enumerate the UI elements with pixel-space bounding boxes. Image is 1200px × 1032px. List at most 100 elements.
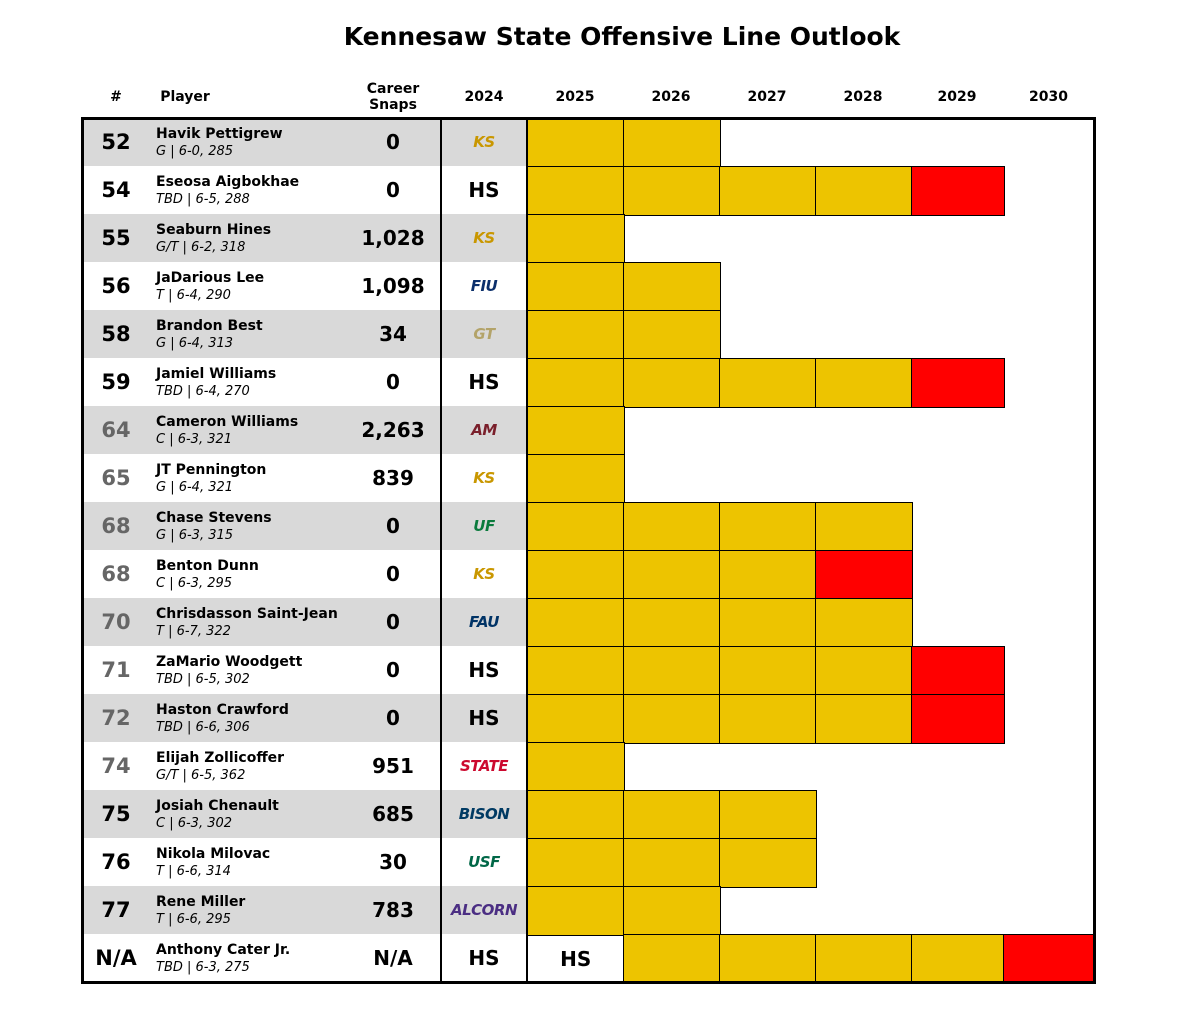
player-details: G/T | 6-2, 318	[156, 240, 246, 255]
column-header: 2028	[843, 89, 883, 105]
career-snaps: 0	[386, 706, 400, 730]
school-logo: KS	[473, 469, 495, 487]
jersey-number: 70	[101, 610, 131, 634]
school-2024: HS	[468, 370, 500, 394]
player-details: G | 6-4, 313	[156, 336, 234, 351]
school-2024: HS	[468, 946, 500, 970]
player-details: C | 6-3, 295	[156, 576, 233, 591]
year-cell	[623, 838, 721, 888]
year-cell	[527, 598, 625, 648]
jersey-number: 59	[101, 370, 131, 394]
player-details: G/T | 6-5, 362	[156, 768, 246, 783]
jersey-number: 75	[101, 802, 131, 826]
career-snaps: 30	[379, 850, 407, 874]
jersey-number: 55	[101, 226, 131, 250]
player-name: Anthony Cater Jr.	[156, 942, 291, 958]
player-details: T | 6-6, 295	[156, 912, 231, 927]
school-logo: ALCORN	[450, 901, 518, 919]
row-stripe	[82, 406, 527, 454]
career-snaps: 1,098	[361, 274, 425, 298]
player-name: JT Pennington	[156, 462, 267, 478]
player-name: Jamiel Williams	[156, 366, 277, 382]
year-cell	[911, 694, 1005, 744]
jersey-number: 54	[101, 178, 131, 202]
year-cell	[719, 838, 817, 888]
year-cell	[623, 358, 721, 408]
career-snaps: 34	[379, 322, 407, 346]
jersey-number: 76	[101, 850, 131, 874]
career-snaps: 0	[386, 178, 400, 202]
player-details: C | 6-3, 321	[156, 432, 233, 447]
player-name: Seaburn Hines	[156, 222, 272, 238]
player-details: TBD | 6-3, 275	[156, 960, 250, 975]
player-details: TBD | 6-4, 270	[156, 384, 250, 399]
year-cell	[719, 166, 817, 216]
player-details: C | 6-3, 302	[156, 816, 233, 831]
row-stripe	[82, 694, 527, 742]
player-name: Josiah Chenault	[156, 798, 279, 814]
row-stripe	[82, 598, 527, 646]
career-snaps: 0	[386, 562, 400, 586]
school-logo: GT	[473, 325, 495, 343]
row-stripe	[82, 886, 527, 934]
player-details: TBD | 6-5, 302	[156, 672, 250, 687]
row-stripe	[82, 790, 527, 838]
jersey-number: 68	[101, 562, 131, 586]
player-details: TBD | 6-6, 306	[156, 720, 250, 735]
column-header: 2026	[651, 89, 691, 105]
year-cell	[623, 502, 721, 552]
year-cell	[623, 166, 721, 216]
year-cell	[527, 454, 625, 504]
player-name: Benton Dunn	[156, 558, 259, 574]
jersey-number: 77	[101, 898, 131, 922]
year-cell	[719, 790, 817, 840]
year-cell	[911, 166, 1005, 216]
year-cell	[623, 310, 721, 360]
player-name: Haston Crawford	[156, 702, 289, 718]
row-stripe	[82, 118, 527, 166]
career-snaps: N/A	[373, 946, 413, 970]
row-stripe	[82, 214, 527, 262]
year-cell	[623, 646, 721, 696]
player-name: Brandon Best	[156, 318, 263, 334]
player-name: JaDarious Lee	[156, 270, 265, 286]
player-details: G | 6-4, 321	[156, 480, 234, 495]
school-logo: KS	[473, 229, 495, 247]
career-snaps: 0	[386, 370, 400, 394]
jersey-number: 64	[101, 418, 131, 442]
player-name: Elijah Zollicoffer	[156, 750, 285, 766]
jersey-number: 65	[101, 466, 131, 490]
player-name: Chrisdasson Saint-Jean	[156, 606, 338, 622]
player-details: G | 6-0, 285	[156, 144, 234, 159]
column-header: 2024	[464, 89, 504, 105]
year-cell	[527, 214, 625, 264]
column-header: Career Snaps	[366, 81, 420, 113]
player-details: T | 6-7, 322	[156, 624, 231, 639]
player-details: G | 6-3, 315	[156, 528, 234, 543]
career-snaps: 1,028	[361, 226, 425, 250]
career-snaps: 685	[372, 802, 414, 826]
jersey-number: 68	[101, 514, 131, 538]
year-cell	[527, 886, 625, 936]
column-header: 2025	[555, 89, 595, 105]
career-snaps: 0	[386, 610, 400, 634]
year-cell	[719, 934, 817, 984]
column-header: 2029	[937, 89, 977, 105]
column-header: Player	[160, 89, 210, 105]
title: Kennesaw State Offensive Line Outlook	[343, 22, 901, 51]
career-snaps: 783	[372, 898, 414, 922]
jersey-number: 72	[101, 706, 131, 730]
year-cell	[719, 646, 817, 696]
career-snaps: 2,263	[361, 418, 425, 442]
player-name: Cameron Williams	[156, 414, 299, 430]
table-frame	[80, 116, 1096, 984]
school-logo: UF	[473, 517, 495, 535]
year-cell	[623, 886, 721, 936]
column-rule	[440, 118, 442, 982]
player-name: ZaMario Woodgett	[156, 654, 303, 670]
player-details: T | 6-4, 290	[156, 288, 231, 303]
year-cell	[719, 598, 817, 648]
jersey-number: 52	[101, 130, 131, 154]
school-logo: AM	[471, 421, 497, 439]
school-logo: KS	[473, 565, 495, 583]
